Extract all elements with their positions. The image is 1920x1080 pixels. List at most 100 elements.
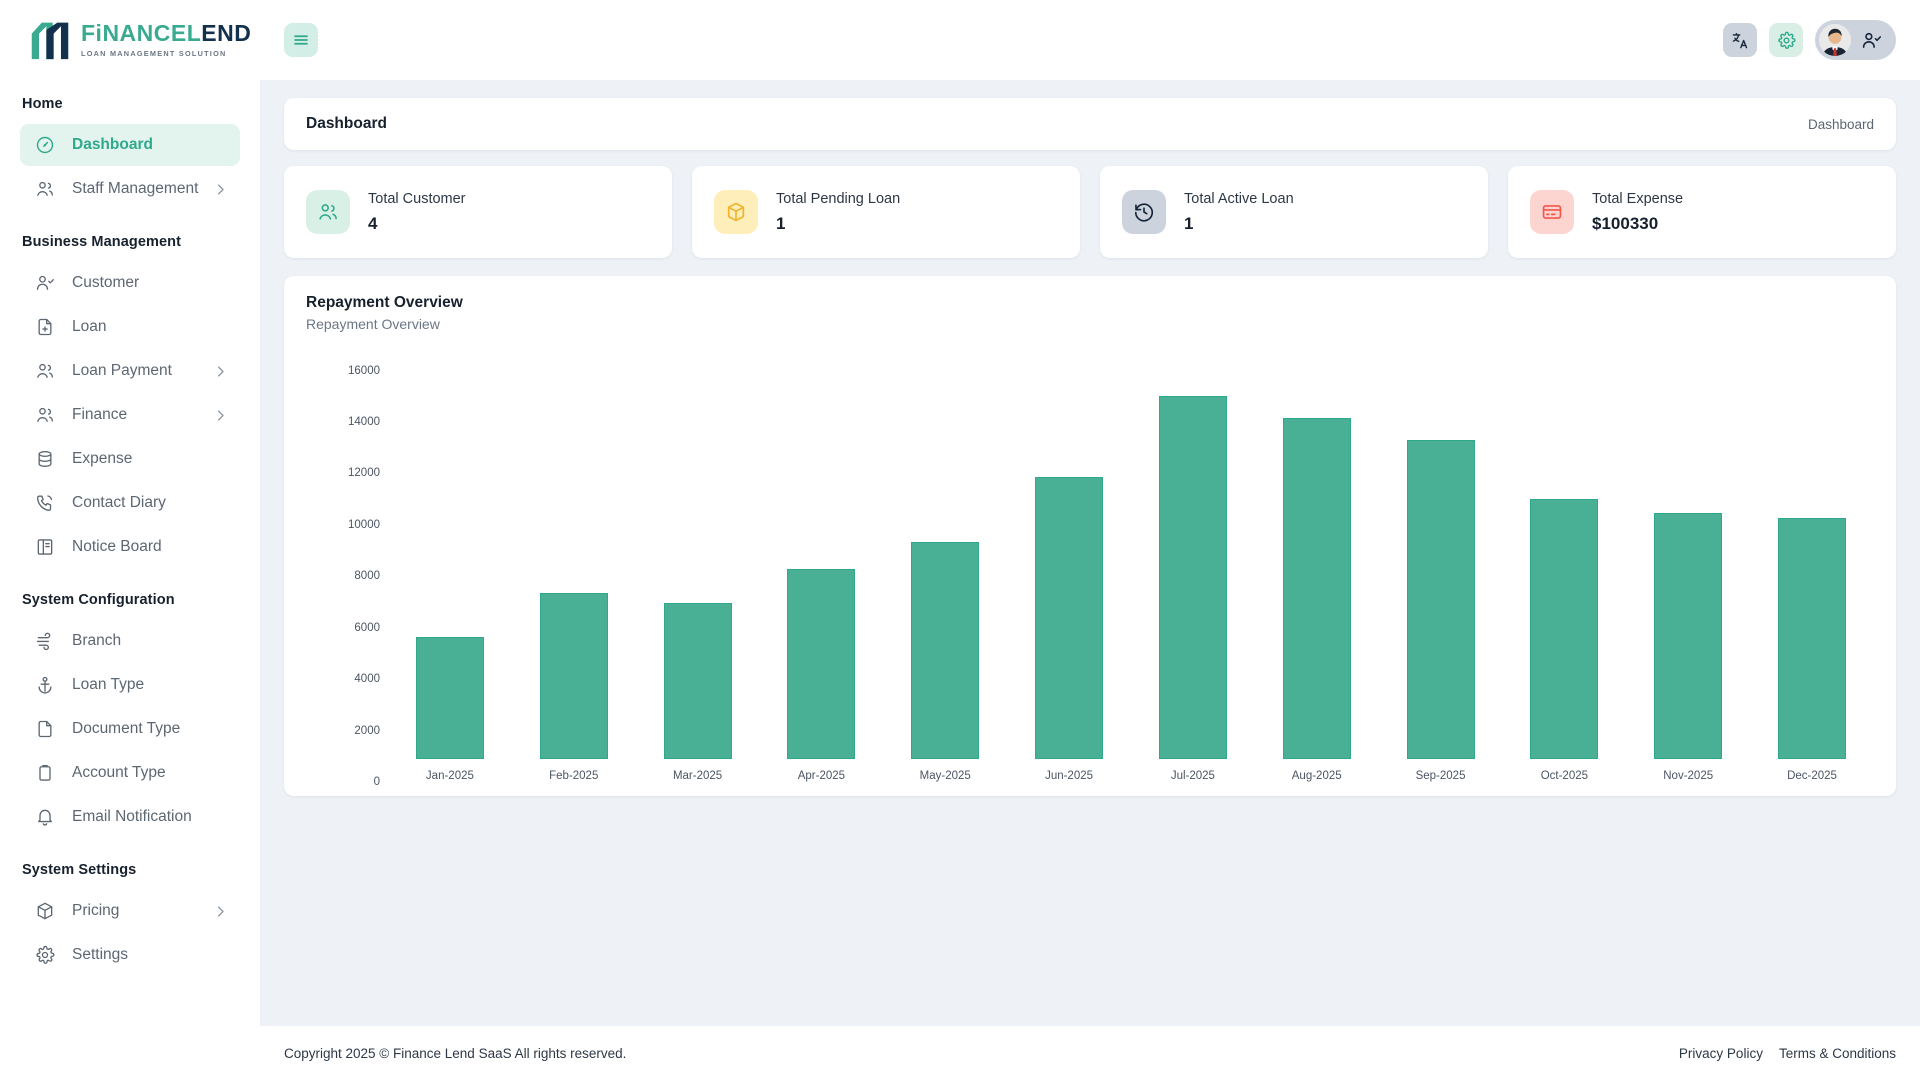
hamburger-icon[interactable]	[284, 23, 318, 57]
stat-card-total-expense[interactable]: Total Expense $100330	[1508, 166, 1896, 258]
sidebar-item-finance[interactable]: Finance	[20, 394, 240, 436]
sidebar-item-customer[interactable]: Customer	[20, 262, 240, 304]
chart-x-tick: Apr-2025	[797, 770, 846, 782]
sidebar-item-label: Staff Management	[72, 180, 199, 197]
sidebar-item-email-notification[interactable]: Email Notification	[20, 796, 240, 838]
clipboard-icon	[34, 762, 56, 784]
sidebar-item-label: Expense	[72, 450, 133, 467]
topbar	[260, 0, 1920, 80]
chart-bar[interactable]	[1282, 418, 1351, 759]
chart-bar-column[interactable]	[1255, 350, 1379, 759]
chart-x-tick: Mar-2025	[672, 770, 723, 782]
sidebar-item-expense[interactable]: Expense	[20, 438, 240, 480]
stat-card-total-pending-loan[interactable]: Total Pending Loan 1	[692, 166, 1080, 258]
users-icon	[34, 360, 56, 382]
chart-bar-column[interactable]	[1626, 350, 1750, 759]
chart-bar-column[interactable]	[1379, 350, 1503, 759]
sidebar-item-staff-management[interactable]: Staff Management	[20, 168, 240, 210]
chart-plot-area: Jan-2025 Feb-2025 Mar-2025 Apr-2025 May-2025…	[388, 350, 1874, 782]
chevron-right-icon	[213, 182, 228, 197]
sidebar-item-branch[interactable]: Branch	[20, 620, 240, 662]
sidebar-item-dashboard[interactable]: Dashboard	[20, 124, 240, 166]
stat-value: $100330	[1592, 213, 1659, 233]
stat-card-total-active-loan[interactable]: Total Active Loan 1	[1100, 166, 1488, 258]
chart-title: Repayment Overview	[306, 294, 463, 311]
chart-y-tick: 10000	[348, 518, 380, 531]
chart-bar-column[interactable]	[1502, 350, 1626, 759]
chart-bar[interactable]	[1530, 498, 1599, 759]
sidebar-item-contact-diary[interactable]: Contact Diary	[20, 482, 240, 524]
sidebar-item-label: Finance	[72, 406, 128, 423]
chart-bar-column[interactable]	[1131, 350, 1255, 759]
chart-bar[interactable]	[1035, 476, 1104, 759]
brand-text: FiNANCELEND LOAN MANAGEMENT SOLUTION	[81, 20, 252, 59]
sidebar-item-loan-type[interactable]: Loan Type	[20, 664, 240, 706]
chevron-right-icon	[213, 408, 228, 423]
stat-label: Total Pending Loan	[776, 190, 901, 207]
file-plus-icon	[34, 316, 56, 338]
chart-bar[interactable]	[1778, 517, 1847, 759]
brand-logo[interactable]: FiNANCELEND LOAN MANAGEMENT SOLUTION	[0, 0, 260, 80]
sidebar-section-home: Home	[22, 96, 63, 112]
page-header: Dashboard Dashboard	[284, 98, 1896, 150]
box-icon	[714, 190, 758, 234]
chart-x-tick: Jan-2025	[425, 770, 474, 782]
breadcrumb[interactable]: Dashboard	[1807, 116, 1874, 132]
chart-bars	[388, 350, 1874, 759]
privacy-policy-link[interactable]: Privacy Policy	[1678, 1045, 1763, 1061]
sidebar-item-loan-payment[interactable]: Loan Payment	[20, 350, 240, 392]
book-icon	[34, 536, 56, 558]
users-icon	[34, 178, 56, 200]
sidebar-nav: Home Dashboard Staff Management Business…	[0, 80, 260, 1080]
terms-conditions-link[interactable]: Terms & Conditions	[1778, 1045, 1896, 1061]
sidebar-item-label: Account Type	[72, 764, 166, 781]
chart-bar[interactable]	[911, 542, 980, 759]
stat-cards: Total Customer 4 Total Pending Loan 1	[284, 166, 1896, 258]
chart-bar[interactable]	[1654, 513, 1723, 759]
chart-y-tick: 4000	[354, 673, 380, 686]
chart-bar-column[interactable]	[388, 350, 512, 759]
sidebar-section-business-management: Business Management	[22, 234, 182, 250]
sidebar-item-label: Loan Type	[72, 676, 145, 693]
chart-bar-column[interactable]	[636, 350, 760, 759]
page-title: Dashboard	[306, 115, 387, 132]
database-icon	[34, 448, 56, 470]
profile-menu[interactable]	[1815, 20, 1896, 60]
bell-icon	[34, 806, 56, 828]
chart-bar-column[interactable]	[1750, 350, 1874, 759]
chart-bar-column[interactable]	[883, 350, 1007, 759]
chart-bar[interactable]	[539, 593, 608, 759]
chart-bar[interactable]	[663, 603, 732, 759]
sidebar-item-document-type[interactable]: Document Type	[20, 708, 240, 750]
chart-y-axis: 16000 14000 12000 10000 8000 6000 4000 2000 0	[332, 350, 388, 788]
sidebar-item-label: Contact Diary	[72, 494, 166, 511]
sidebar-section-system-configuration: System Configuration	[22, 592, 175, 608]
wind-icon	[34, 630, 56, 652]
stat-label: Total Expense	[1592, 190, 1684, 207]
file-icon	[34, 718, 56, 740]
stat-card-total-customer[interactable]: Total Customer 4	[284, 166, 672, 258]
sidebar-item-loan[interactable]: Loan	[20, 306, 240, 348]
chart-bar[interactable]	[1406, 440, 1475, 759]
chart-x-tick: Feb-2025	[549, 770, 599, 782]
phone-call-icon	[34, 492, 56, 514]
chart-bar[interactable]	[415, 637, 484, 759]
chart-bar-column[interactable]	[1007, 350, 1131, 759]
footer: Copyright 2025 © Finance Lend SaaS All r…	[260, 1026, 1920, 1080]
chart-bar-column[interactable]	[759, 350, 883, 759]
sidebar-item-label: Dashboard	[72, 136, 153, 153]
sidebar-item-notice-board[interactable]: Notice Board	[20, 526, 240, 568]
chart-x-tick: May-2025	[919, 770, 971, 782]
sidebar-item-account-type[interactable]: Account Type	[20, 752, 240, 794]
stat-label: Total Active Loan	[1184, 190, 1294, 207]
translate-icon[interactable]	[1723, 23, 1757, 57]
sidebar-item-pricing[interactable]: Pricing	[20, 890, 240, 932]
chart-bar[interactable]	[787, 569, 856, 759]
gear-icon[interactable]	[1769, 23, 1803, 57]
brand-name: FiNANCELEND	[81, 20, 252, 46]
users-icon	[34, 404, 56, 426]
chart-bar-column[interactable]	[512, 350, 636, 759]
avatar	[1819, 24, 1851, 56]
chart-bar[interactable]	[1158, 396, 1227, 759]
sidebar-item-settings[interactable]: Settings	[20, 934, 240, 976]
